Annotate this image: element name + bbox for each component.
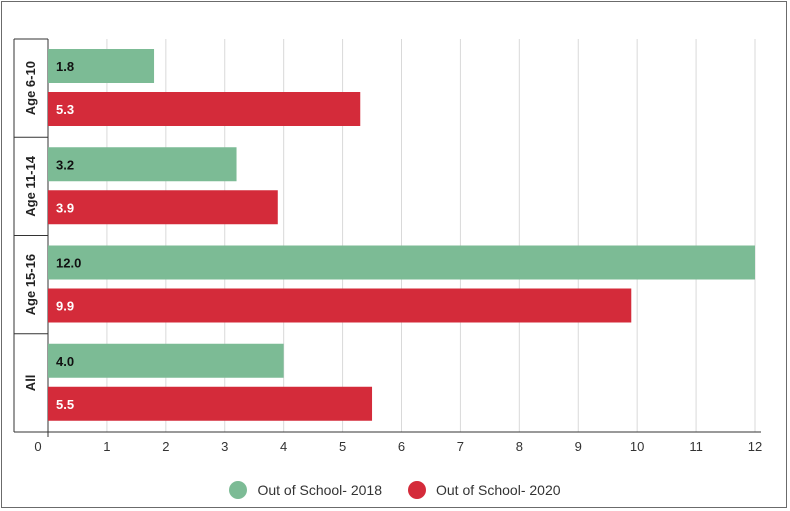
category-label: Age 6-10 (23, 61, 38, 115)
x-tick-label: 2 (162, 439, 169, 454)
legend-label-2020: Out of School- 2020 (436, 482, 561, 498)
x-tick-label: 4 (280, 439, 287, 454)
bar-2018 (48, 49, 155, 83)
data-label: 5.5 (56, 397, 74, 412)
data-label: 1.8 (56, 59, 74, 74)
data-label: 9.9 (56, 299, 74, 314)
bar-2020 (48, 288, 632, 323)
data-label: 12.0 (56, 256, 81, 271)
x-tick-label: 7 (457, 439, 464, 454)
legend-item-2020: Out of School- 2020 (408, 481, 561, 499)
data-label: 3.2 (56, 157, 74, 172)
x-tick-label: 11 (689, 439, 703, 454)
x-tick-label: 3 (221, 439, 228, 454)
x-tick-label: 12 (748, 439, 762, 454)
x-tick-label: 1 (103, 439, 110, 454)
cropped-caption-strip (2, 2, 786, 8)
category-label: All (23, 375, 38, 392)
category-label: Age 15-16 (23, 254, 38, 315)
x-tick-label: 10 (630, 439, 644, 454)
data-label: 5.3 (56, 102, 74, 117)
chart-legend: Out of School- 2018 Out of School- 2020 (2, 478, 786, 502)
data-label: 3.9 (56, 200, 74, 215)
bar-2020 (48, 92, 361, 126)
bar-2020 (48, 190, 278, 225)
x-tick-label: 9 (575, 439, 582, 454)
bar-2018 (48, 245, 755, 280)
x-tick-label: 8 (516, 439, 523, 454)
legend-swatch-2018 (229, 481, 248, 499)
legend-item-2018: Out of School- 2018 (229, 481, 382, 499)
x-tick-label: 6 (398, 439, 405, 454)
category-label: Age 11-14 (23, 155, 38, 216)
legend-swatch-2020 (408, 481, 426, 499)
x-tick-label: 5 (339, 439, 346, 454)
x-tick-label: 0 (34, 439, 41, 454)
bar-2018 (48, 147, 237, 182)
bar-2020 (48, 386, 373, 421)
data-label: 4.0 (56, 354, 74, 369)
bar-2018 (48, 343, 284, 378)
legend-label-2018: Out of School- 2018 (257, 482, 382, 498)
